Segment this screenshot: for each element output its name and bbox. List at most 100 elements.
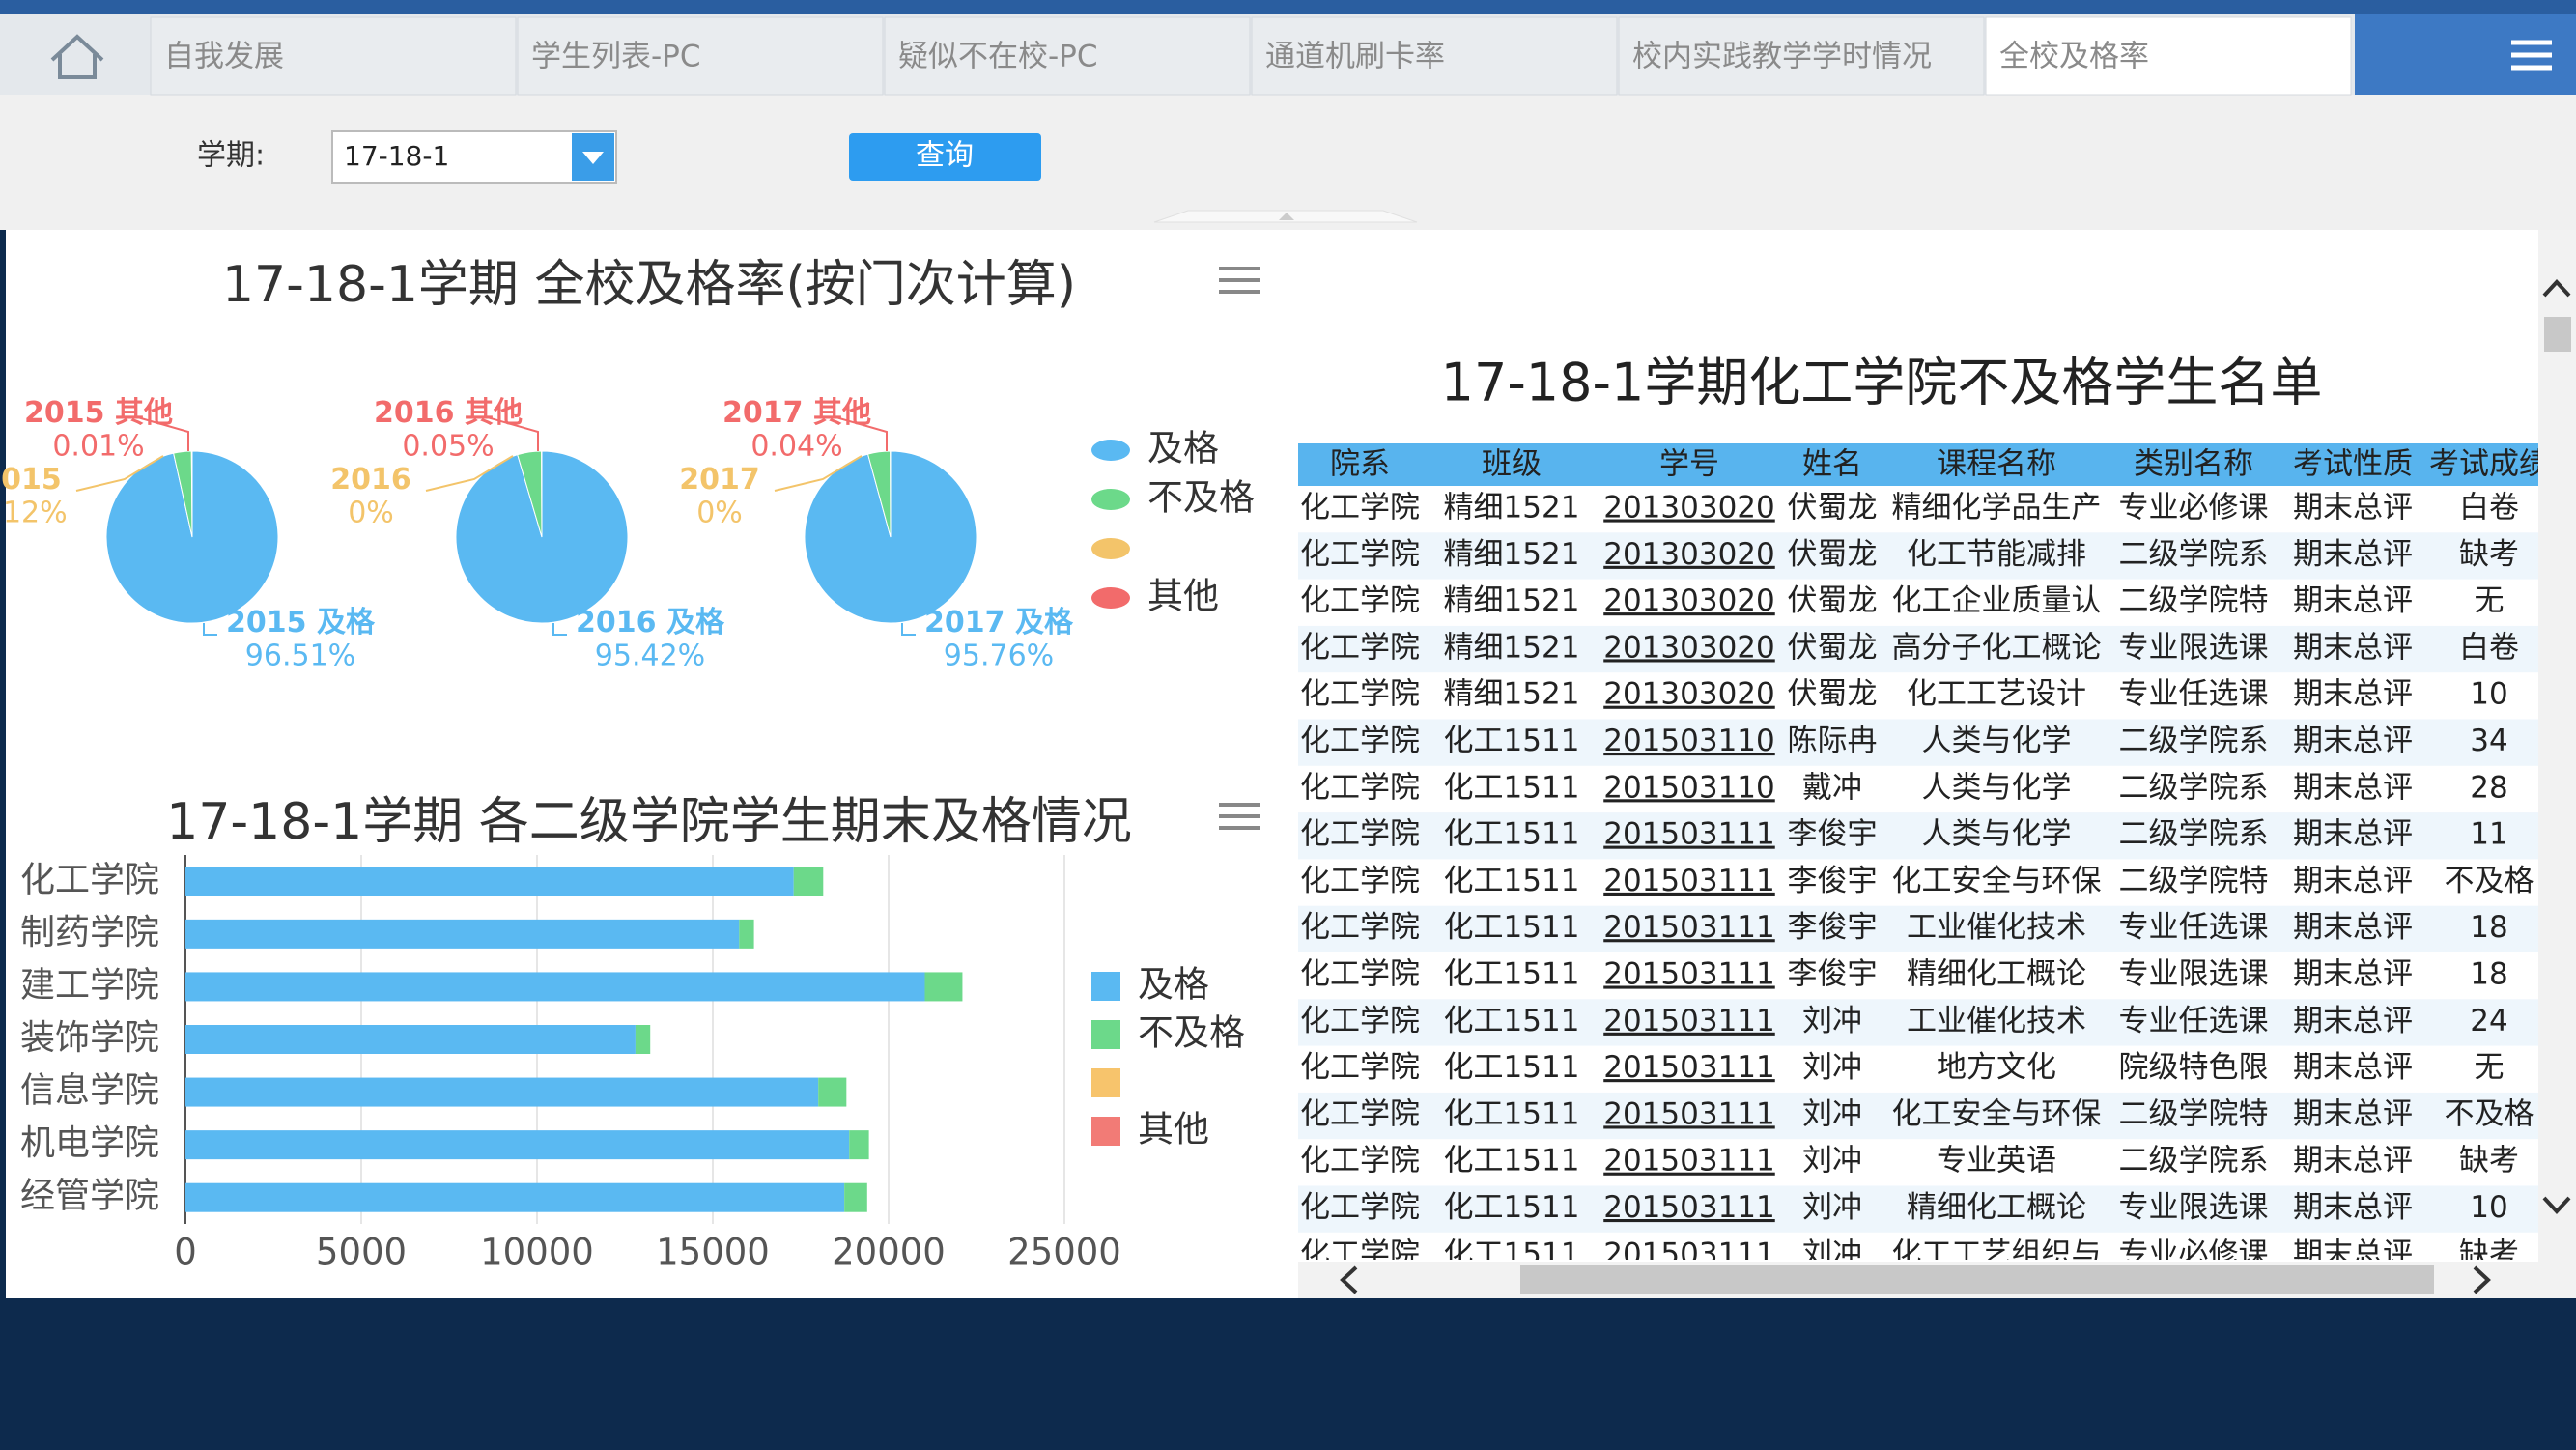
pie-label: 2015 其他 — [24, 396, 173, 430]
pie-label: 2017 及格 — [924, 606, 1074, 640]
student-id-link[interactable]: 201503111 — [1603, 910, 1775, 945]
term-select[interactable] — [331, 130, 617, 184]
student-id-link[interactable]: 201503110 — [1603, 724, 1775, 758]
menu-icon[interactable] — [2511, 40, 2552, 71]
table-cell: 高分子化工概论 — [1892, 630, 2102, 665]
top-strip — [0, 0, 2576, 14]
table-cell: 期末总评 — [2293, 537, 2413, 572]
tab[interactable] — [1618, 16, 1985, 96]
legend-icon[interactable] — [1091, 972, 1120, 1001]
leader-line — [832, 415, 888, 451]
bar-title: 17-18-1学期 各二级学院学生期末及格情况 — [166, 793, 1131, 851]
pie-label-series: 及格 — [1015, 606, 1074, 640]
table-cell: 化工1511 — [1444, 910, 1580, 945]
legend-label: 及格 — [1147, 428, 1219, 469]
table-cell: 二级学院特 — [2119, 864, 2269, 898]
student-id-link[interactable]: 201503111 — [1603, 1237, 1775, 1271]
scroll-up[interactable] — [2542, 279, 2571, 298]
leader-line — [203, 623, 217, 636]
leader-line — [425, 455, 514, 492]
legend-icon[interactable] — [1091, 489, 1130, 510]
table-header: 课程名称 — [1937, 447, 2056, 482]
menu-icon[interactable] — [1219, 267, 1260, 294]
table-header: 考试成绩 — [2429, 447, 2549, 482]
legend-icon[interactable] — [1091, 1117, 1120, 1146]
scroll-right[interactable] — [2473, 1265, 2491, 1294]
table-cell: 化工安全与环保 — [1892, 864, 2102, 898]
tab[interactable] — [150, 16, 517, 96]
table-cell: 化工学院 — [1300, 770, 1420, 805]
v-scrollbar[interactable] — [2538, 230, 2576, 1298]
pie-value-label: 0% — [348, 497, 394, 530]
menu-icon[interactable] — [1219, 803, 1260, 830]
student-id-link[interactable]: 201303020 — [1603, 583, 1775, 618]
student-id-link[interactable]: 201503111 — [1603, 817, 1775, 852]
bar — [185, 1130, 850, 1160]
legend-icon[interactable] — [1091, 440, 1130, 461]
y-tick-label: 经管学院 — [20, 1177, 159, 1216]
table-cell: 专业必修课 — [2119, 1237, 2269, 1271]
table-cell: 刘冲 — [1802, 1237, 1862, 1271]
pie-label-year: 2017 — [679, 463, 760, 497]
table-cell: 精细1521 — [1444, 537, 1580, 572]
table-cell: 化工节能减排 — [1907, 537, 2086, 572]
legend-label: 及格 — [1138, 964, 1209, 1006]
pie-value-label: 96.51% — [245, 640, 355, 673]
leader-line — [552, 623, 567, 636]
legend-icon[interactable] — [1091, 538, 1130, 559]
legend-label: 其他 — [1138, 1109, 1209, 1151]
tab[interactable] — [1251, 16, 1618, 96]
table-cell: 28 — [2470, 770, 2507, 805]
bar — [185, 1077, 819, 1107]
student-id-link[interactable]: 201303020 — [1603, 491, 1775, 526]
student-id-link[interactable]: 201503111 — [1603, 957, 1775, 992]
tab[interactable] — [517, 16, 884, 96]
student-id-link[interactable]: 201503111 — [1603, 1050, 1775, 1085]
table-cell: 化工学院 — [1300, 583, 1420, 618]
tab[interactable] — [884, 16, 1251, 96]
y-tick-label: 装饰学院 — [20, 1018, 159, 1058]
y-tick-label: 建工学院 — [20, 965, 159, 1005]
student-id-link[interactable]: 201303020 — [1603, 630, 1775, 665]
table-cell: 10 — [2470, 677, 2507, 712]
student-id-link[interactable]: 201503110 — [1603, 770, 1775, 805]
tab[interactable] — [1985, 16, 2352, 96]
student-id-link[interactable]: 201503111 — [1603, 1144, 1775, 1179]
legend-icon[interactable] — [1091, 587, 1130, 609]
legend-icon[interactable] — [1091, 1020, 1120, 1049]
student-id-link[interactable]: 201503111 — [1603, 1096, 1775, 1131]
bar — [739, 919, 754, 949]
table-cell: 期末总评 — [2293, 1096, 2413, 1131]
collapse-arrow — [1279, 213, 1294, 220]
table-cell: 二级学院系 — [2119, 537, 2269, 572]
bar — [185, 867, 794, 896]
student-id-link[interactable]: 201303020 — [1603, 537, 1775, 572]
leader-line — [901, 623, 916, 636]
home-icon[interactable] — [50, 34, 104, 79]
legend-icon[interactable] — [1091, 1068, 1120, 1097]
student-id-link[interactable]: 201503111 — [1603, 864, 1775, 898]
student-id-link[interactable]: 201303020 — [1603, 677, 1775, 712]
query-button[interactable] — [849, 133, 1041, 181]
table-cell: 不及格 — [2445, 1096, 2534, 1131]
table-cell: 化工企业质量认 — [1892, 583, 2102, 618]
student-id-link[interactable]: 201503111 — [1603, 1004, 1775, 1038]
table-cell: 精细化学品生产 — [1892, 491, 2102, 526]
bar — [185, 972, 925, 1002]
table-cell: 专业限选课 — [2119, 957, 2269, 992]
scroll-down[interactable] — [2542, 1196, 2571, 1214]
bar — [818, 1077, 847, 1107]
table-cell: 34 — [2470, 724, 2507, 758]
table-cell: 二级学院系 — [2119, 770, 2269, 805]
scroll-left[interactable] — [1340, 1265, 1358, 1294]
v-scroll-thumb[interactable] — [2544, 317, 2571, 352]
pie-label: 2016 其他 — [374, 396, 523, 430]
h-scroll-thumb[interactable] — [1520, 1265, 2434, 1294]
table-cell: 化工1511 — [1444, 1096, 1580, 1131]
table-cell: 18 — [2470, 957, 2507, 992]
legend-label: 不及格 — [1138, 1012, 1245, 1054]
table-cell: 化工1511 — [1444, 1237, 1580, 1271]
student-id-link[interactable]: 201503111 — [1603, 1190, 1775, 1225]
